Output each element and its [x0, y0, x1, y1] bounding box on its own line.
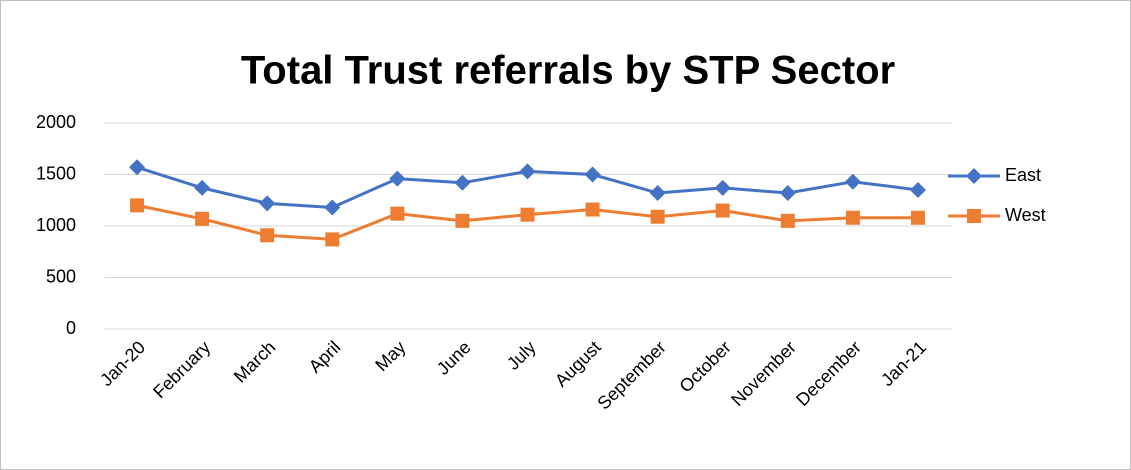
data-point: [584, 166, 601, 183]
data-point: [910, 210, 925, 225]
chart-title: Total Trust referrals by STP Sector: [241, 49, 895, 93]
data-point: [260, 228, 275, 243]
data-point: [129, 159, 146, 176]
legend-marker: [966, 168, 982, 184]
data-point: [909, 181, 926, 198]
data-point: [714, 179, 731, 196]
y-tick-label: 1000: [36, 215, 76, 235]
data-point: [845, 210, 860, 225]
data-point: [844, 173, 861, 190]
data-point: [195, 211, 210, 226]
data-point: [324, 199, 341, 216]
data-point: [779, 185, 796, 202]
data-point: [715, 203, 730, 218]
data-point: [390, 206, 405, 221]
data-point: [130, 198, 145, 213]
data-point: [194, 179, 211, 196]
data-point: [520, 207, 535, 222]
data-point: [389, 170, 406, 187]
data-point: [259, 195, 276, 212]
legend-marker: [967, 209, 981, 223]
data-point: [454, 174, 471, 191]
data-point: [650, 209, 665, 224]
legend-label: West: [1005, 205, 1046, 225]
data-point: [519, 163, 536, 180]
y-tick-label: 0: [66, 318, 76, 338]
data-point: [585, 202, 600, 217]
y-tick-label: 2000: [36, 112, 76, 132]
data-point: [455, 213, 470, 228]
data-point: [325, 232, 340, 247]
y-tick-label: 500: [46, 266, 76, 286]
data-point: [780, 213, 795, 228]
data-point: [649, 185, 666, 202]
y-tick-label: 1500: [36, 163, 76, 183]
legend-label: East: [1005, 165, 1041, 185]
